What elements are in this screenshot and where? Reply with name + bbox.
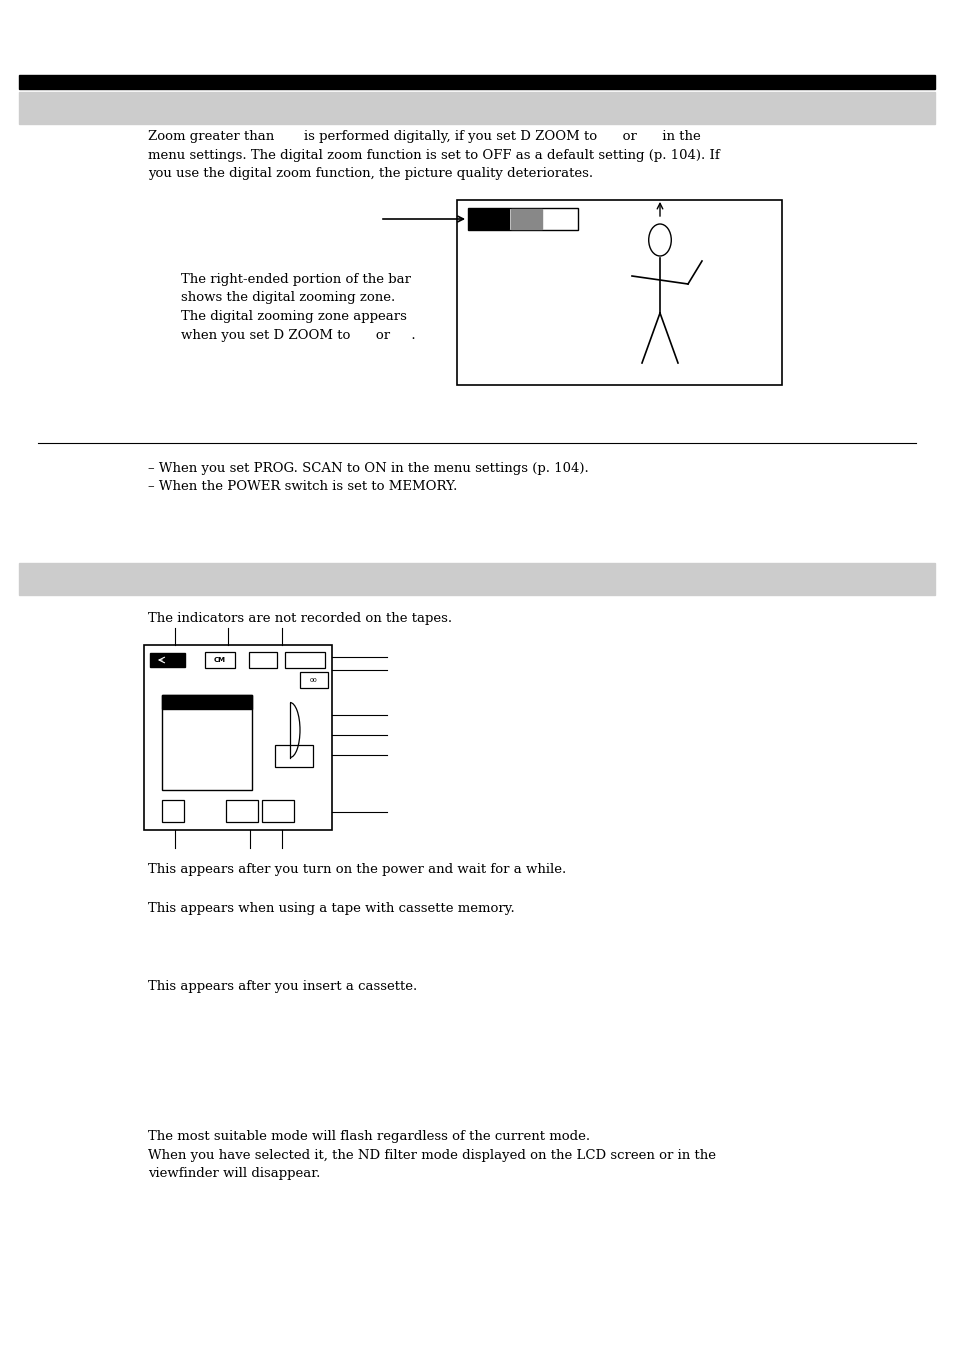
Bar [285, 652, 325, 668]
Bar [274, 745, 313, 767]
Bar [299, 672, 328, 688]
Text: This appears after you turn on the power and wait for a while.: This appears after you turn on the power… [148, 863, 565, 876]
Bar [19, 562, 934, 595]
Text: 00: 00 [310, 677, 317, 683]
Text: This appears after you insert a cassette.: This appears after you insert a cassette… [148, 980, 416, 992]
Bar [249, 652, 276, 668]
Text: Zoom greater than       is performed digitally, if you set D ZOOM to      or    : Zoom greater than is performed digitally… [148, 130, 719, 180]
Text: The most suitable mode will flash regardless of the current mode.
When you have : The most suitable mode will flash regard… [148, 1130, 715, 1180]
Bar [162, 800, 184, 822]
Bar [19, 92, 934, 124]
Text: This appears when using a tape with cassette memory.: This appears when using a tape with cass… [148, 902, 514, 915]
Bar [226, 800, 257, 822]
Bar [262, 800, 294, 822]
Bar [205, 652, 234, 668]
Bar [510, 210, 541, 228]
Bar [144, 645, 332, 830]
Bar [162, 695, 252, 708]
Bar [150, 653, 185, 667]
Text: – When you set PROG. SCAN to ON in the menu settings (p. 104).
– When the POWER : – When you set PROG. SCAN to ON in the m… [148, 462, 588, 493]
Bar [19, 74, 934, 89]
Bar [469, 210, 508, 228]
Bar [456, 200, 781, 385]
Text: The right-ended portion of the bar
shows the digital zooming zone.
The digital z: The right-ended portion of the bar shows… [181, 273, 416, 342]
Bar [162, 695, 252, 790]
Text: The indicators are not recorded on the tapes.: The indicators are not recorded on the t… [148, 612, 452, 625]
Bar [468, 208, 578, 230]
Text: CM: CM [213, 657, 226, 662]
